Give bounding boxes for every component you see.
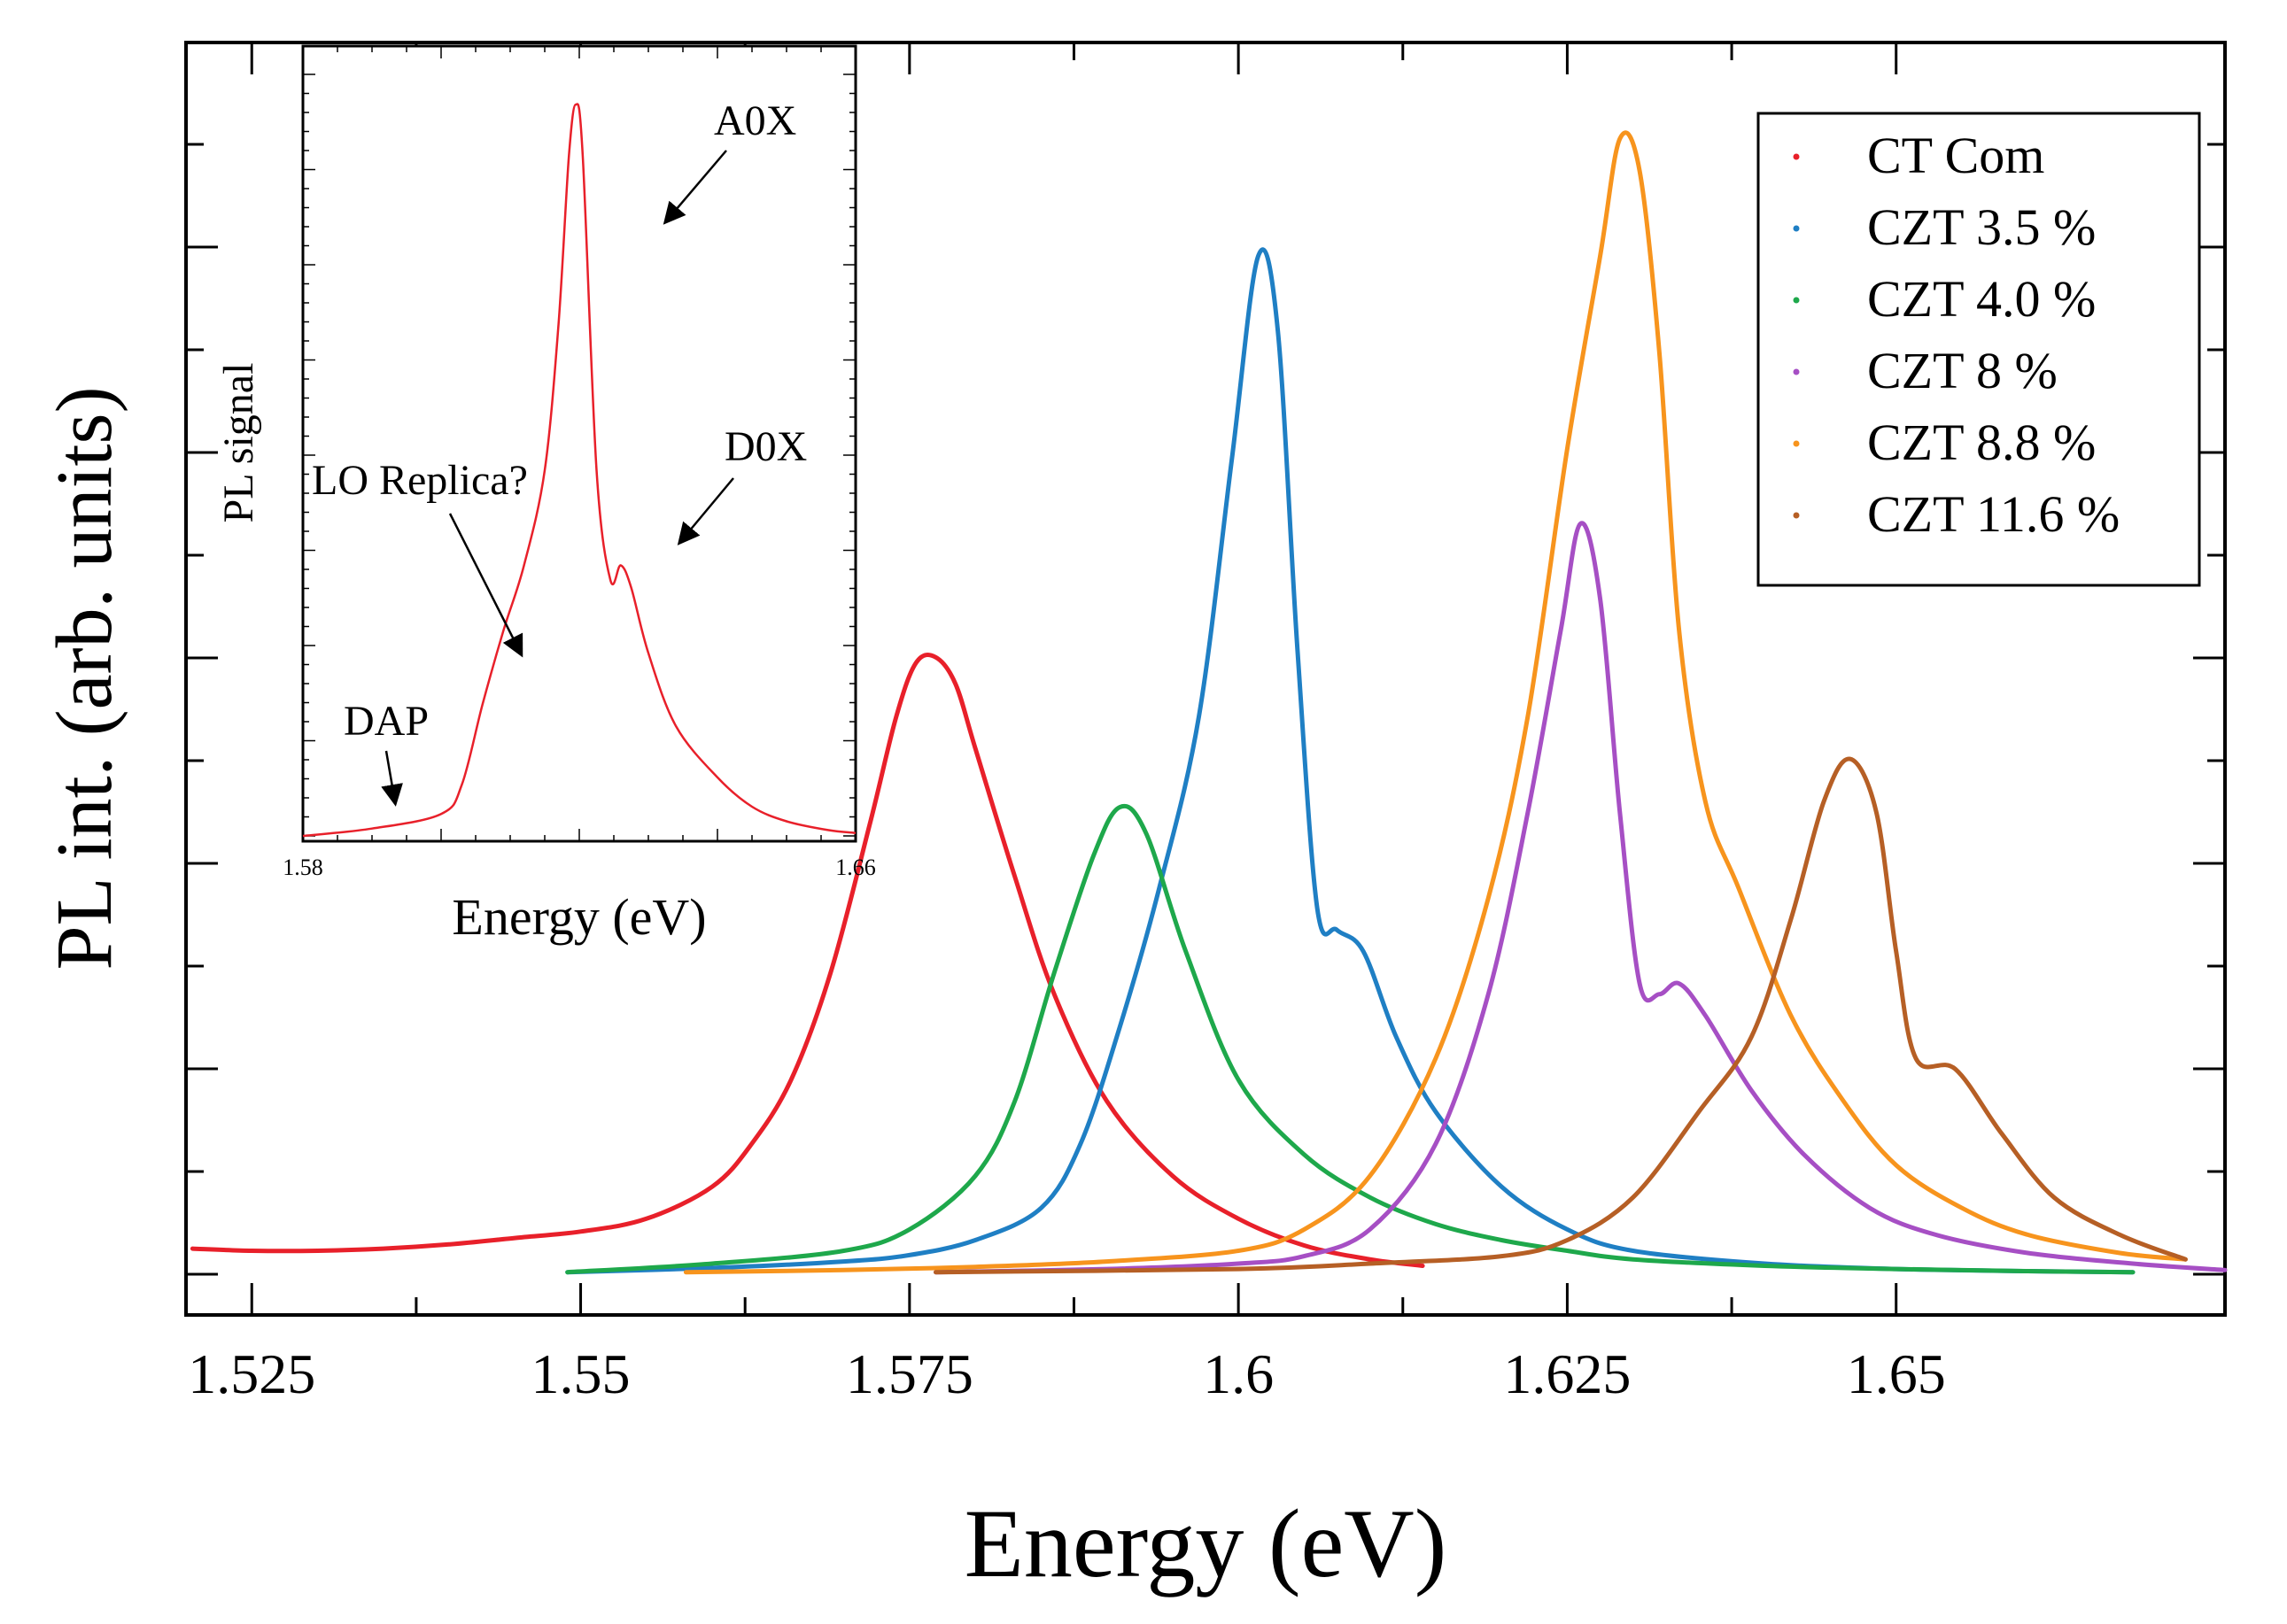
inset-series-line-1: [302, 103, 857, 838]
inset-frame: [301, 44, 857, 843]
series-line-5: [683, 130, 2188, 1275]
legend-label: CZT 8 %: [1867, 342, 2058, 399]
arrow-a0x: [663, 150, 727, 225]
legend-label: CZT 3.5 %: [1867, 198, 2096, 256]
legend-label: CZT 8.8 %: [1867, 414, 2096, 471]
series-line-2: [565, 247, 2136, 1275]
arrow-d0x: [677, 477, 734, 545]
x-tick-label: 1.55: [531, 1342, 631, 1405]
annotation-d0x: D0X: [725, 423, 807, 470]
main-y-ticks: [186, 143, 2225, 1276]
x-tick-label: 1.625: [1503, 1342, 1631, 1405]
inset-y-axis-title: PL signal: [215, 363, 262, 523]
series-line-4: [934, 521, 2228, 1275]
legend-box: [1756, 112, 2201, 587]
series-line-1: [190, 653, 1425, 1268]
inset-tick-label-left: 1.58: [283, 855, 323, 880]
series-line-3: [565, 803, 2136, 1275]
annotation-lo-replica: LO Replica?: [312, 457, 528, 504]
inset: 1.58 1.66 Energy (eV) PL signal A0X D0X …: [215, 44, 876, 946]
legend-marker: [1793, 297, 1800, 304]
arrow-lo-replica: [448, 513, 523, 658]
legend-marker: [1793, 512, 1800, 519]
series-line-6: [934, 756, 2188, 1275]
legend-label: CZT 4.0 %: [1867, 270, 2096, 328]
legend-label: CT Com: [1867, 127, 2044, 184]
y-axis-title: PL int. (arb. units): [41, 386, 128, 970]
legend-marker: [1793, 368, 1800, 375]
annotation-a0x: A0X: [714, 97, 796, 144]
x-tick-label: 1.575: [846, 1342, 973, 1405]
x-tick-label: 1.65: [1847, 1342, 1946, 1405]
main-series-lines: [190, 130, 2228, 1275]
x-axis-title: Energy (eV): [965, 1489, 1447, 1597]
plot-frame: [184, 41, 2227, 1317]
legend-label: CZT 11.6 %: [1867, 485, 2120, 543]
legend-marker: [1793, 225, 1800, 232]
inset-x-axis-title: Energy (eV): [452, 888, 706, 946]
legend-marker: [1793, 153, 1800, 160]
legend: CT Com CZT 3.5 % CZT 4.0 % CZT 8 % CZT 8.8 %…: [1756, 112, 2201, 587]
inset-tick-label-right: 1.66: [835, 855, 876, 880]
legend-marker: [1793, 440, 1800, 447]
arrow-dap: [381, 750, 403, 807]
x-tick-label: 1.525: [188, 1342, 315, 1405]
x-tick-label: 1.6: [1203, 1342, 1274, 1405]
main-x-tick-labels: 1.525 1.55 1.575 1.6 1.625 1.65: [188, 1342, 1945, 1405]
annotation-dap: DAP: [344, 698, 429, 745]
